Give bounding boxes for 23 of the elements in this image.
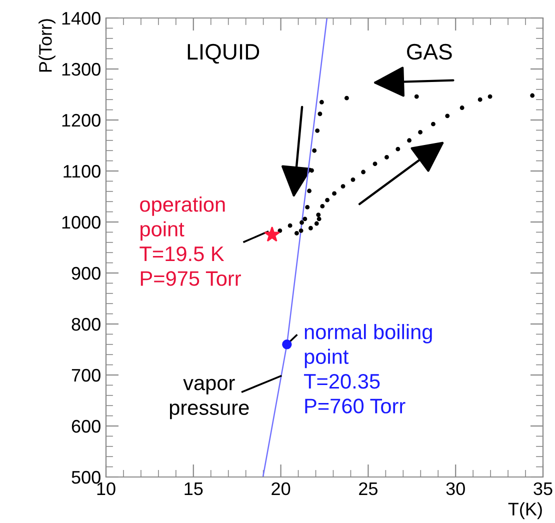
y-tick-label: 1300 [62,62,100,76]
x-tick-label: 30 [446,482,465,496]
y-tick-label: 1200 [62,114,100,127]
y-tick-label: 600 [72,420,100,433]
x-tick-label: 15 [184,482,203,496]
y-tick-label: 1000 [62,216,100,229]
x-tick-label: 20 [272,482,290,496]
annotation: operation point T=19.5 K P=975 Torr [140,196,241,286]
x-tick-label: 35 [534,482,552,496]
x-tick-label: 10 [97,482,116,496]
y-tick-label: 1400 [62,12,100,25]
x-axis-title: T(K) [508,502,542,520]
annotation: vapor pressure [170,378,249,420]
y-tick-label: 900 [72,266,100,280]
x-tick-label: 25 [359,482,378,496]
annotation: GAS [407,44,452,60]
y-tick-label: 800 [72,318,100,331]
y-axis-title: P(Torr) [38,19,56,72]
annotation: normal boiling point T=20.35 P=760 Torr [304,324,432,414]
y-tick-label: 500 [72,470,100,484]
y-tick-label: 700 [72,368,100,382]
y-tick-label: 1100 [64,164,100,178]
annotation: LIQUID [188,44,260,64]
